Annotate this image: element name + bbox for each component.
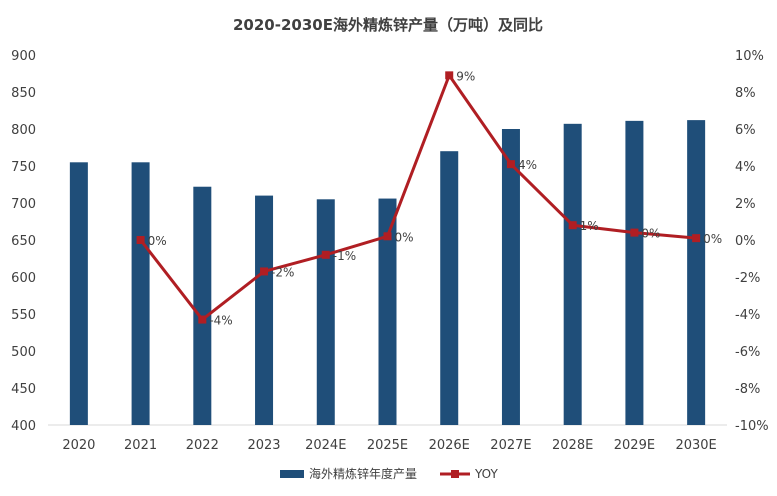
yoy-data-label: -1%	[333, 249, 356, 263]
bar-series	[69, 120, 706, 426]
x-tick-label: 2027E	[490, 438, 531, 453]
y-left-tick-label: 550	[11, 308, 36, 323]
bar	[501, 129, 520, 425]
yoy-data-label: 4%	[518, 158, 537, 172]
yoy-data-label: 9%	[456, 69, 475, 83]
y-right-tick-label: 6%	[735, 123, 756, 138]
legend-bar-swatch	[280, 470, 304, 478]
yoy-marker	[383, 232, 392, 241]
bar	[255, 195, 274, 425]
bar	[131, 162, 150, 426]
bar	[193, 186, 212, 425]
yoy-marker	[445, 71, 454, 80]
x-tick-label: 2022	[186, 438, 219, 453]
y-right-tick-label: 4%	[735, 160, 756, 175]
bar	[316, 199, 335, 425]
x-tick-label: 2026E	[429, 438, 470, 453]
axes: 400 450 500 550 600 650 700 750 800 850 900 -10% -8%…	[11, 49, 768, 453]
data-labels: 0% -4% -2% -1% 0% 9% 4% 1% 0% 0%	[148, 69, 723, 327]
bar	[687, 120, 706, 426]
y-left-tick-label: 850	[11, 86, 36, 101]
yoy-data-label: 1%	[580, 219, 599, 233]
legend-line-label: YOY	[474, 467, 498, 481]
bar	[625, 120, 644, 426]
y-right-tick-label: 2%	[735, 197, 756, 212]
bar	[69, 162, 88, 426]
y-left-tick-label: 500	[11, 345, 36, 360]
yoy-marker	[198, 315, 207, 324]
legend-line-marker	[451, 470, 459, 478]
bar	[440, 151, 459, 425]
y-right-tick-label: -6%	[735, 345, 760, 360]
yoy-data-label: 0%	[395, 230, 414, 244]
line-series	[136, 71, 701, 324]
yoy-data-label: 0%	[148, 234, 167, 248]
y-left-tick-label: 750	[11, 160, 36, 175]
y-left-tick-label: 700	[11, 197, 36, 212]
y-right-tick-label: -4%	[735, 308, 760, 323]
y-left-tick-label: 800	[11, 123, 36, 138]
x-tick-label: 2029E	[614, 438, 655, 453]
yoy-data-label: 0%	[703, 232, 722, 246]
yoy-marker	[260, 267, 269, 276]
x-tick-label: 2021	[124, 438, 157, 453]
bar	[378, 198, 397, 425]
chart-title: 2020-2030E海外精炼锌产量（万吨）及同比	[233, 16, 543, 34]
yoy-marker	[692, 234, 701, 243]
y-left-tick-label: 600	[11, 271, 36, 286]
y-right-tick-label: 10%	[735, 49, 764, 64]
yoy-marker	[321, 250, 330, 259]
yoy-marker	[630, 228, 639, 237]
legend-bar-label: 海外精炼锌年度产量	[309, 466, 417, 481]
y-left-tick-label: 900	[11, 49, 36, 64]
y-right-tick-label: 8%	[735, 86, 756, 101]
x-tick-label: 2020	[62, 438, 95, 453]
x-tick-label: 2030E	[675, 438, 716, 453]
y-right-tick-label: -10%	[735, 419, 769, 434]
yoy-line	[139, 73, 697, 322]
yoy-data-label: -2%	[271, 265, 294, 279]
legend: 海外精炼锌年度产量 YOY	[280, 466, 498, 481]
y-right-tick-label: -8%	[735, 382, 760, 397]
y-left-tick-label: 400	[11, 419, 36, 434]
yoy-marker	[136, 236, 145, 244]
x-tick-label: 2023	[247, 438, 280, 453]
bar	[563, 123, 582, 425]
y-right-tick-label: 0%	[735, 234, 756, 249]
y-left-tick-label: 450	[11, 382, 36, 397]
yoy-data-label: 0%	[641, 227, 660, 241]
x-tick-label: 2024E	[305, 438, 346, 453]
yoy-marker	[568, 221, 577, 230]
y-left-tick-label: 650	[11, 234, 36, 249]
x-tick-label: 2025E	[367, 438, 408, 453]
x-tick-label: 2028E	[552, 438, 593, 453]
yoy-marker	[506, 160, 515, 169]
yoy-data-label: -4%	[209, 314, 232, 328]
y-right-tick-label: -2%	[735, 271, 760, 286]
